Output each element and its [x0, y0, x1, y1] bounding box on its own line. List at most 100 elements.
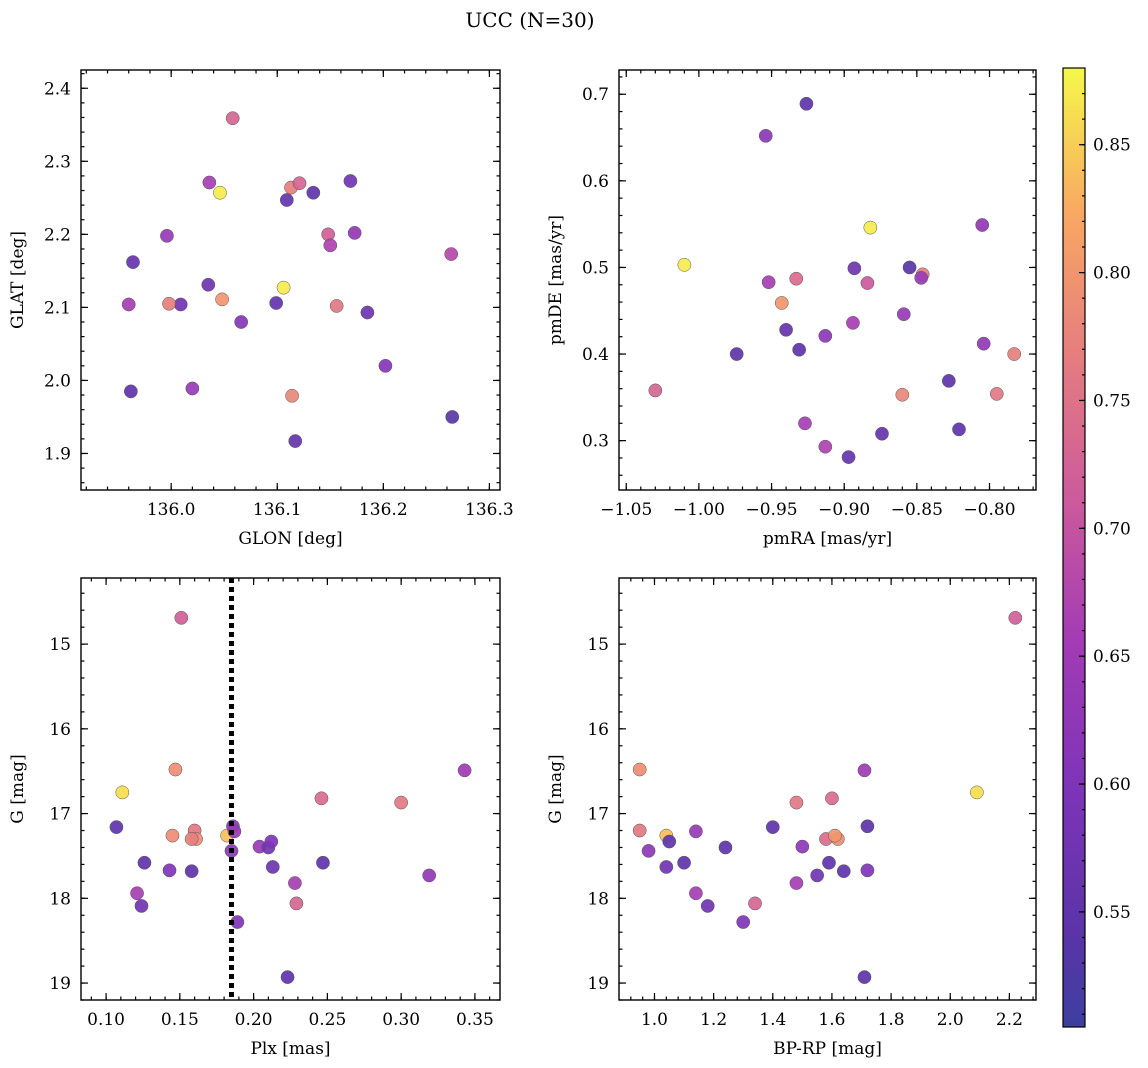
y-tick-label: 18	[49, 889, 71, 909]
data-point	[857, 970, 872, 984]
x-tick-label: 136.2	[359, 500, 408, 520]
data-point	[292, 176, 307, 191]
data-point	[825, 791, 839, 806]
data-point	[174, 610, 189, 625]
y-tick-label: 16	[49, 720, 71, 740]
data-point	[846, 316, 860, 330]
x-tick-label: 1.0	[641, 1010, 668, 1030]
data-point	[457, 763, 472, 778]
data-point	[1007, 347, 1022, 361]
x-tick-label: −0.80	[963, 500, 1015, 520]
data-point	[970, 785, 984, 800]
y-tick-label: 0.7	[582, 85, 609, 105]
x-tick-label: 0.10	[87, 1010, 125, 1030]
panel-pm: −1.05 −1.00 −0.95 −0.90 −0.85 −0.80 0.3 0.4 0.5 0…	[546, 69, 1037, 549]
data-point	[115, 785, 130, 800]
data-point	[860, 276, 875, 290]
x-tick-label: 1.8	[878, 1010, 905, 1030]
panel-plx-g: 0.10 0.15 0.20 0.25 0.30 0.35 15 16 17 18 19 Plx [m…	[8, 577, 501, 1059]
data-point	[902, 260, 917, 275]
data-point	[795, 839, 810, 854]
data-point	[347, 226, 362, 240]
data-point	[860, 863, 875, 878]
data-point	[774, 296, 789, 310]
data-point	[641, 844, 656, 858]
colorbar-tick-label: 0.75	[1093, 391, 1131, 411]
colorbar-gradient	[1062, 67, 1086, 1028]
x-tick-label: 136.1	[253, 500, 302, 520]
data-point	[422, 868, 437, 883]
colorbar-tick-label: 0.85	[1093, 136, 1131, 156]
axes-frame	[80, 69, 501, 491]
data-point	[632, 823, 647, 838]
x-tick-label: 2.0	[937, 1010, 964, 1030]
data-point	[121, 297, 136, 312]
y-tick-label: 2.3	[44, 152, 71, 172]
data-point	[360, 305, 375, 320]
data-point	[914, 270, 929, 285]
data-point	[700, 899, 715, 913]
data-point	[130, 886, 144, 901]
data-point	[126, 255, 140, 269]
y-tick-label: 15	[587, 635, 609, 655]
data-point	[185, 381, 200, 396]
data-point	[952, 422, 966, 437]
data-point	[989, 387, 1004, 401]
data-point	[789, 271, 804, 286]
x-tick-label: 0.25	[308, 1010, 346, 1030]
data-point	[279, 193, 294, 207]
data-point	[895, 387, 910, 402]
colorbar-tick-label: 0.60	[1093, 775, 1131, 795]
data-point	[445, 410, 460, 424]
x-tick-label: 0.35	[456, 1010, 494, 1030]
y-tick-label: 17	[587, 805, 609, 825]
y-tick-label: 2.2	[44, 225, 71, 245]
x-tick-label: 0.20	[235, 1010, 273, 1030]
data-point	[677, 855, 691, 870]
data-point	[160, 228, 174, 243]
panel-color-g: 1.0 1.2 1.4 1.6 1.8 2.0 2.2 15 16 17 18 19 BP-RP [ma…	[546, 577, 1037, 1059]
x-tick-label: 0.15	[161, 1010, 199, 1030]
data-point	[798, 416, 812, 431]
y-tick-label: 15	[49, 635, 71, 655]
data-point	[289, 896, 304, 911]
y-axis-label: pmDE [mas/yr]	[546, 215, 566, 345]
y-tick-label: 16	[587, 720, 609, 740]
x-axis-label: GLON [deg]	[238, 529, 342, 549]
data-point	[165, 828, 180, 843]
x-tick-label: 0.30	[382, 1010, 420, 1030]
data-point	[109, 820, 124, 834]
y-tick-label: 2.4	[44, 79, 71, 99]
x-tick-label: −0.95	[746, 500, 798, 520]
colorbar-tick-label: 0.65	[1093, 647, 1131, 667]
colorbar-tick-label: 0.80	[1093, 264, 1131, 284]
data-point	[799, 96, 814, 111]
data-point	[134, 899, 149, 913]
data-point	[265, 860, 280, 874]
chart-title: UCC (N=30)	[465, 8, 594, 32]
y-tick-label: 19	[49, 974, 71, 994]
y-tick-label: 19	[587, 974, 609, 994]
data-point	[316, 855, 330, 870]
data-point	[162, 296, 176, 311]
data-point	[689, 824, 703, 839]
panel-glon-glat: 136.0 136.1 136.2 136.3 1.9 2.0 2.1 2.2 2.3 2.4 GL…	[8, 69, 514, 549]
data-point	[896, 307, 911, 322]
data-point	[215, 292, 229, 307]
data-point	[288, 876, 302, 890]
data-point	[269, 296, 284, 310]
data-point	[234, 315, 249, 329]
data-point	[184, 832, 199, 846]
data-point	[779, 322, 793, 337]
x-tick-label: 1.6	[818, 1010, 845, 1030]
x-axis-label: BP-RP [mag]	[773, 1039, 882, 1059]
y-tick-label: 0.3	[582, 432, 609, 452]
data-point	[659, 860, 674, 874]
data-point	[822, 855, 836, 870]
data-point	[818, 439, 833, 454]
data-point	[863, 220, 878, 235]
data-point	[378, 358, 393, 373]
x-axis-label: Plx [mas]	[250, 1039, 330, 1059]
data-point	[168, 762, 183, 777]
data-point	[343, 174, 358, 188]
